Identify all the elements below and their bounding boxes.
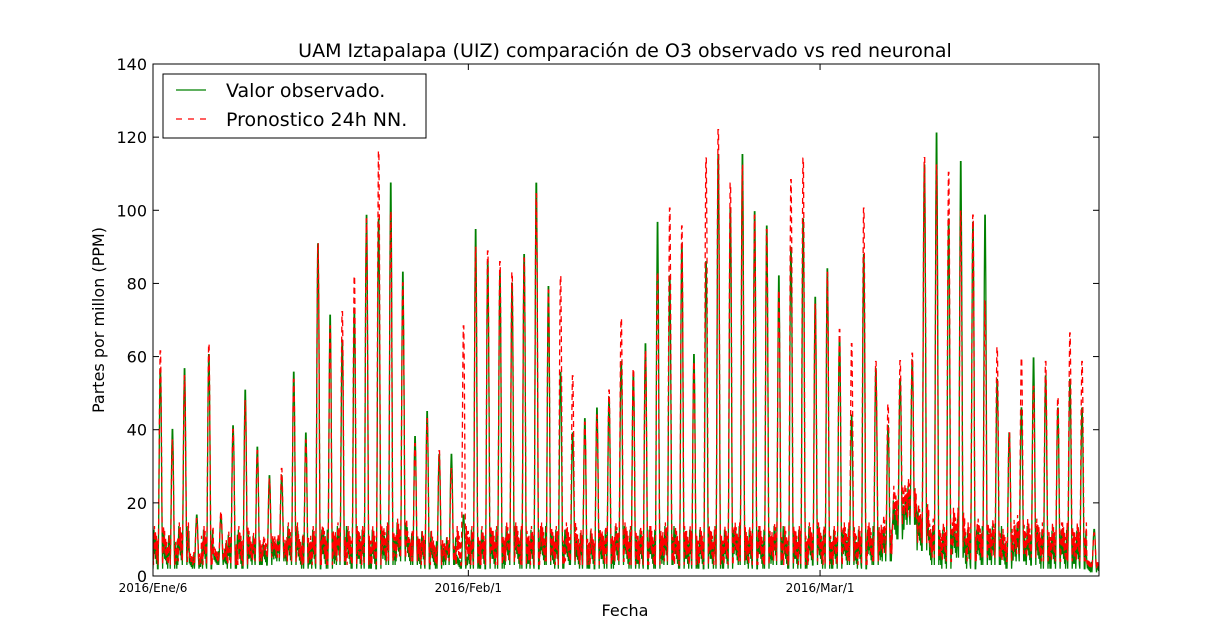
legend-box xyxy=(162,73,427,139)
x-tick-label: 2016/Ene/6 xyxy=(119,581,188,595)
x-tick-label: 2016/Mar/1 xyxy=(786,581,855,595)
y-axis: 0 20 40 60 80 100 120 140 xyxy=(116,55,1099,586)
x-axis: 2016/Ene/6 2016/Feb/1 2016/Mar/1 xyxy=(119,64,855,595)
series-line-forecast xyxy=(153,129,1099,569)
legend-label-observed: Valor observado. xyxy=(226,80,385,102)
x-tick-label: 2016/Feb/1 xyxy=(435,581,503,595)
y-tick-label: 0 xyxy=(137,567,147,586)
y-tick-label: 60 xyxy=(127,348,147,367)
y-tick-label: 40 xyxy=(127,421,147,440)
legend: Valor observado. Pronostico 24h NN. xyxy=(162,73,427,139)
y-tick-label: 120 xyxy=(116,128,147,147)
series-layer xyxy=(153,129,1099,573)
chart-title: UAM Iztapalapa (UIZ) comparación de O3 o… xyxy=(298,40,952,62)
x-axis-label: Fecha xyxy=(602,601,649,620)
y-tick-label: 100 xyxy=(116,201,147,220)
legend-label-forecast: Pronostico 24h NN. xyxy=(226,109,407,131)
y-tick-label: 140 xyxy=(116,55,147,74)
y-axis-label: Partes por millon (PPM) xyxy=(89,227,108,413)
y-tick-label: 80 xyxy=(127,274,147,293)
plot-frame xyxy=(152,63,1100,577)
y-tick-label: 20 xyxy=(127,494,147,513)
